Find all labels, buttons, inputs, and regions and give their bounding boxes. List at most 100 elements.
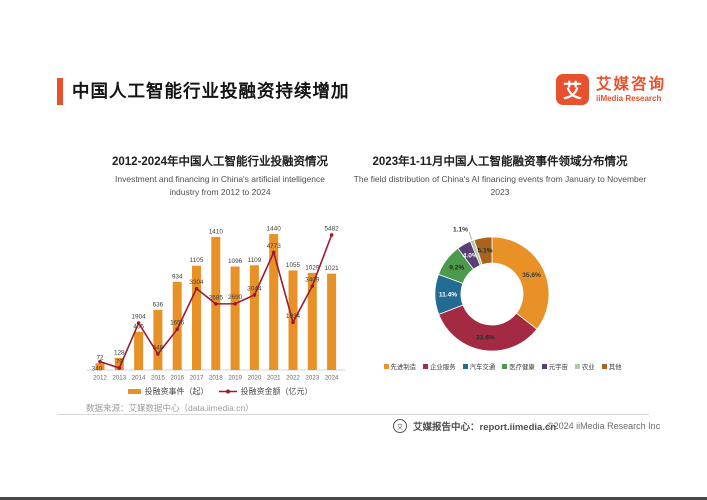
x-tick-2017: 2017	[190, 375, 204, 382]
donut-chart-title: 2023年1-11月中国人工智能融资事件领域分布情况	[372, 156, 628, 168]
line-point-2019	[233, 301, 237, 306]
line-label-2016: 1656	[170, 320, 185, 327]
donut-slice-企业服务	[438, 304, 538, 352]
legend-swatch-icon	[423, 364, 429, 369]
title-accent-bar	[57, 78, 63, 105]
donut-label-企业服务: 33.6%	[476, 335, 495, 342]
donut-label-汽车交通: 11.4%	[439, 291, 457, 298]
x-tick-2019: 2019	[228, 375, 242, 382]
donut-chart-title-block: 2023年1-11月中国人工智能融资事件领域分布情况 The field dis…	[350, 153, 650, 199]
bar-swatch-icon	[127, 389, 141, 395]
line-label-2024: 5482	[324, 225, 339, 232]
line-label-2023: 3409	[305, 277, 320, 284]
bar-2019	[230, 266, 240, 370]
legend-label-events: 投融资事件（起）	[144, 387, 209, 396]
donut-slice-其他	[473, 236, 493, 266]
line-label-2019: 2690	[228, 294, 243, 301]
line-label-2013: 79	[116, 359, 124, 366]
line-label-2022: 1934	[286, 313, 301, 320]
x-tick-2015: 2015	[151, 375, 165, 382]
legend-swatch-icon	[541, 364, 547, 369]
legend-label: 农业	[581, 364, 595, 371]
legend-item-汽车交通: 汽车交通	[462, 362, 496, 371]
line-point-2022	[291, 320, 295, 325]
line-point-2013	[117, 366, 122, 370]
donut-slice-先进制造	[491, 236, 550, 330]
line-point-2017	[194, 286, 199, 291]
logo-name-en: iiMedia Research	[596, 93, 662, 103]
legend-item-amount: 投融资金额（亿元）	[218, 386, 313, 397]
legend-item-农业: 农业	[574, 362, 595, 371]
donut-label-医疗健康: 9.2%	[449, 265, 464, 272]
bar-label-2012: 72	[96, 355, 104, 362]
line-point-2015	[156, 352, 160, 356]
bar-label-2020: 1109	[248, 257, 262, 264]
donut-label-其他: 5.1%	[477, 248, 492, 255]
combo-chart: 72 2012 128 2013 405 2014 636 2015 934 2016 1105 20…	[87, 225, 345, 382]
line-point-2016	[175, 327, 179, 332]
x-tick-2023: 2023	[305, 375, 319, 382]
legend-item-医疗健康: 医疗健康	[502, 362, 535, 371]
legend-label: 企业服务	[430, 364, 456, 371]
combo-chart-title: 2012-2024年中国人工智能行业投融资情况	[112, 156, 328, 168]
legend-swatch-icon	[601, 364, 607, 369]
line-label-2018: 2685	[209, 294, 224, 301]
legend-label: 医疗健康	[509, 364, 535, 371]
legend-swatch-icon	[574, 364, 580, 369]
x-tick-2018: 2018	[209, 375, 223, 382]
line-point-2024	[329, 233, 334, 237]
legend-label-amount: 投融资金额（亿元）	[240, 387, 313, 396]
iimedia-logo: 艾 艾媒咨询 iiMedia Research	[556, 74, 666, 105]
x-tick-2012: 2012	[93, 375, 107, 382]
legend-label: 元宇宙	[548, 364, 568, 371]
legend-item-企业服务: 企业服务	[423, 362, 456, 371]
data-source-note: 数据来源：艾媒数据中心（data.iimedia.cn）	[86, 403, 254, 413]
x-tick-2014: 2014	[132, 375, 146, 382]
legend-item-先进制造: 先进制造	[383, 362, 416, 371]
line-label-2015: 648	[153, 345, 164, 352]
donut-chart-subtitle: The field distribution of China's AI fin…	[353, 174, 647, 198]
line-point-2023	[310, 284, 315, 288]
donut-label-先进制造: 35.6%	[522, 272, 541, 279]
legend-label: 其他	[608, 364, 622, 371]
legend-item-其他: 其他	[601, 362, 622, 371]
x-tick-2024: 2024	[325, 375, 339, 382]
globe-icon: 艾	[393, 419, 407, 433]
bar-label-2015: 636	[153, 301, 164, 308]
bar-2020	[249, 265, 259, 370]
line-label-2020: 3044	[247, 286, 262, 293]
line-point-2018	[214, 302, 218, 306]
footer-report-center: 艾 艾媒报告中心：report.iimedia.cn	[393, 419, 556, 433]
line-point-2012	[98, 359, 102, 364]
legend-item-元宇宙: 元宇宙	[541, 362, 568, 371]
bar-label-2024: 1021	[324, 265, 339, 272]
bar-label-2016: 934	[172, 273, 183, 280]
footer-report-url: 艾媒报告中心：report.iimedia.cn	[413, 422, 557, 433]
line-point-2021	[271, 250, 276, 255]
legend-label: 汽车交通	[469, 364, 496, 371]
bar-2012	[95, 363, 105, 370]
bar-2023	[307, 272, 317, 370]
line-point-2020	[252, 293, 257, 297]
line-label-2021: 4773	[267, 243, 282, 250]
legend-swatch-icon	[502, 364, 508, 369]
bar-2013	[114, 357, 124, 370]
footer-divider	[57, 414, 649, 415]
x-tick-2020: 2020	[248, 375, 262, 382]
bar-2024	[327, 273, 337, 370]
bar-label-2013: 128	[114, 349, 125, 356]
bar-label-2019: 1096	[228, 258, 243, 265]
donut-label-元宇宙: 4.0%	[463, 253, 478, 260]
donut-leader-农业	[468, 231, 473, 240]
donut-chart-legend: 先进制造 企业服务 汽车交通 医疗健康 元宇宙 农业 其他	[370, 362, 635, 371]
logo-name-cn: 艾媒咨询	[596, 76, 667, 94]
line-label-2017: 3304	[189, 279, 204, 286]
line-point-2014	[136, 321, 141, 325]
x-tick-2016: 2016	[170, 375, 184, 382]
legend-item-events: 投融资事件（起）	[127, 386, 209, 397]
combo-chart-title-block: 2012-2024年中国人工智能行业投融资情况 Investment and f…	[55, 153, 385, 199]
slide-bottom-border	[0, 497, 707, 500]
legend-swatch-icon	[383, 364, 389, 369]
x-tick-2013: 2013	[112, 375, 126, 382]
